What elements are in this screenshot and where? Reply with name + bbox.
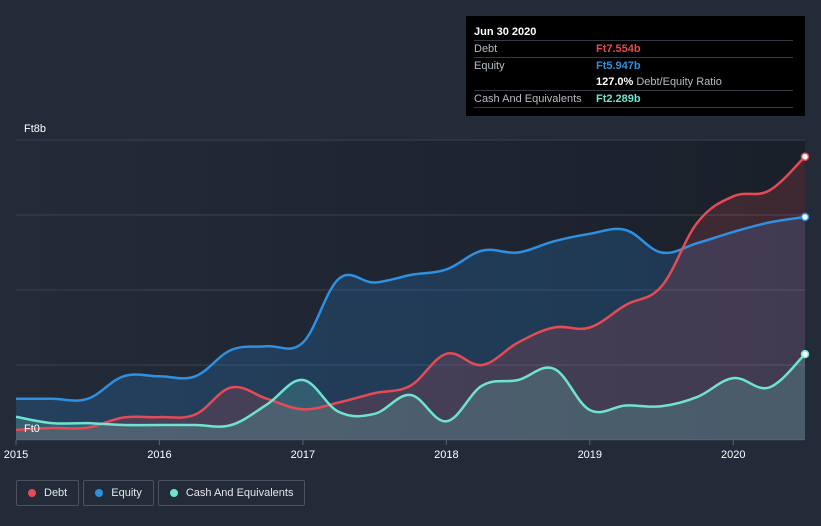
tooltip-label: Debt [474,43,498,55]
tooltip-label: Cash And Equivalents [474,93,582,105]
legend-label: Debt [44,487,68,499]
tooltip-label: Equity [474,60,505,72]
series-area [16,354,805,440]
tooltip-row-cash: Cash And Equivalents Ft2.289b [474,90,793,108]
tooltip-row-equity: Equity Ft5.947b [474,57,793,74]
data-tooltip: Jun 30 2020 Debt Ft7.554b Equity Ft5.947… [466,16,805,116]
tooltip-label [474,74,596,90]
gridlines [16,139,805,441]
y-axis-top-label: Ft8b [24,123,46,135]
y-axis-bottom-label: Ft0 [24,423,40,435]
x-tick-label: 2017 [291,449,315,461]
series-lines [15,155,806,432]
x-tick-label: 2015 [4,449,28,461]
tooltip-value: Ft7.554b [596,43,641,55]
tooltip-value: Ft2.289b [596,93,641,105]
tooltip-row-ratio: 127.0% Debt/Equity Ratio [474,74,793,90]
x-tick-label: 2018 [434,449,458,461]
series-line [15,215,806,402]
series-line [15,155,806,432]
tooltip-value: 127.0% [596,76,634,88]
legend-dot-icon [95,489,104,497]
x-axis: 2015 2016 2017 2018 2019 2020 [4,440,746,461]
x-tick-label: 2020 [721,449,745,461]
series-areas [16,156,805,440]
series-end-marker [800,349,810,359]
legend-label: Equity [111,487,142,499]
x-tick-label: 2016 [147,449,171,461]
x-tick-label: 2019 [578,449,602,461]
tooltip-date: Jun 30 2020 [474,26,537,38]
series-end-marker [800,212,810,222]
legend-item-equity[interactable]: Equity [83,480,154,506]
legend-dot-icon [169,489,178,497]
legend-item-cash-and-equivalents[interactable]: Cash And Equivalents [157,480,306,506]
legend-item-debt[interactable]: Debt [16,480,80,506]
legend-label: Cash And Equivalents [185,487,294,499]
chart-legend: Debt Equity Cash And Equivalents [16,480,306,506]
series-area [16,156,805,440]
series-line [15,353,806,428]
series-end-marker [800,152,810,161]
legend-dot-icon [28,489,36,497]
tooltip-value: Ft5.947b [596,60,641,72]
tooltip-row-debt: Debt Ft7.554b [474,40,793,57]
debt-equity-chart: 2015 2016 2017 2018 2019 2020 Ft8b Ft0 [4,123,810,461]
series-end-markers [800,152,810,359]
series-area [16,217,805,440]
tooltip-ratio-label: Debt/Equity Ratio [636,76,722,88]
